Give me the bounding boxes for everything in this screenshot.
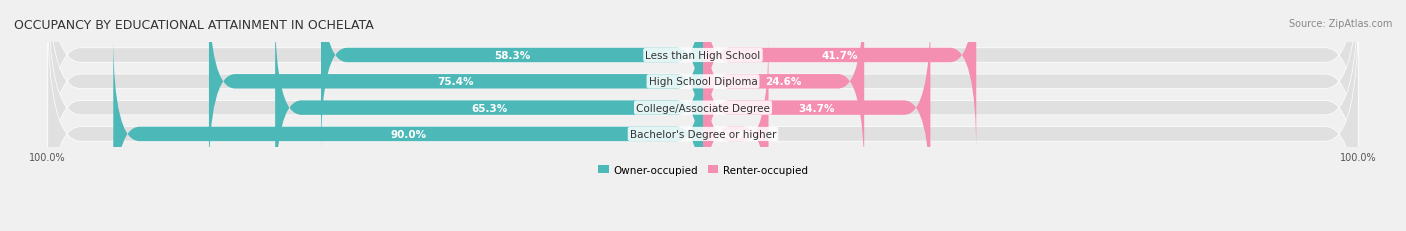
Text: OCCUPANCY BY EDUCATIONAL ATTAINMENT IN OCHELATA: OCCUPANCY BY EDUCATIONAL ATTAINMENT IN O… bbox=[14, 18, 374, 31]
FancyBboxPatch shape bbox=[48, 0, 1358, 206]
FancyBboxPatch shape bbox=[703, 11, 931, 206]
Text: Bachelor's Degree or higher: Bachelor's Degree or higher bbox=[630, 129, 776, 139]
FancyBboxPatch shape bbox=[48, 11, 1358, 231]
Text: 75.4%: 75.4% bbox=[437, 77, 474, 87]
Text: Source: ZipAtlas.com: Source: ZipAtlas.com bbox=[1288, 18, 1392, 28]
Legend: Owner-occupied, Renter-occupied: Owner-occupied, Renter-occupied bbox=[595, 161, 811, 179]
FancyBboxPatch shape bbox=[703, 37, 769, 231]
Text: 90.0%: 90.0% bbox=[389, 129, 426, 139]
FancyBboxPatch shape bbox=[48, 0, 1358, 231]
FancyBboxPatch shape bbox=[703, 0, 865, 179]
FancyBboxPatch shape bbox=[321, 0, 703, 153]
Text: College/Associate Degree: College/Associate Degree bbox=[636, 103, 770, 113]
FancyBboxPatch shape bbox=[703, 0, 976, 153]
Text: 24.6%: 24.6% bbox=[765, 77, 801, 87]
FancyBboxPatch shape bbox=[48, 0, 1358, 179]
FancyBboxPatch shape bbox=[276, 11, 703, 206]
Text: 10.0%: 10.0% bbox=[717, 129, 754, 139]
FancyBboxPatch shape bbox=[209, 0, 703, 179]
FancyBboxPatch shape bbox=[114, 37, 703, 231]
Text: 34.7%: 34.7% bbox=[799, 103, 835, 113]
Text: 65.3%: 65.3% bbox=[471, 103, 508, 113]
Text: 41.7%: 41.7% bbox=[821, 51, 858, 61]
Text: 58.3%: 58.3% bbox=[494, 51, 530, 61]
Text: High School Diploma: High School Diploma bbox=[648, 77, 758, 87]
Text: Less than High School: Less than High School bbox=[645, 51, 761, 61]
